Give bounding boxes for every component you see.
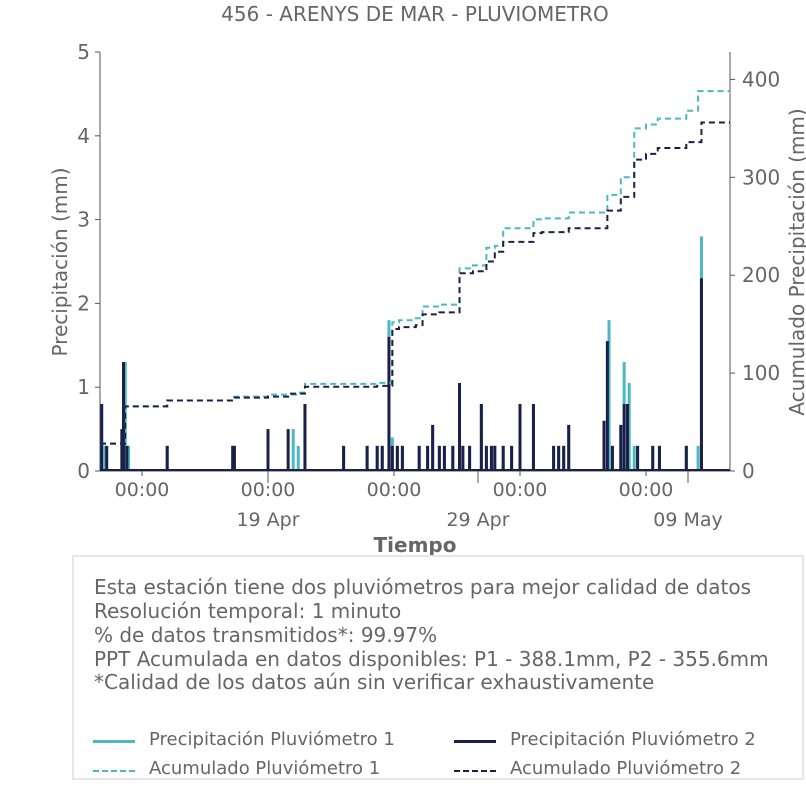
y-right-tick-label: 300 [742,165,780,189]
y-left-tick-label: 5 [77,40,90,64]
legend-label-a2: Acumulado Pluviómetro 2 [510,758,742,779]
info-line-2: Resolución temporal: 1 minuto [94,599,402,623]
chart-title: 456 - ARENYS DE MAR - PLUVIOMETRO [221,2,609,26]
legend-label-a1: Acumulado Pluviómetro 1 [149,758,381,779]
y-left-tick-label: 3 [77,208,90,232]
y-right-tick-label: 100 [742,361,780,385]
legend-label-p2: Precipitación Pluviómetro 2 [510,729,756,750]
info-line-1: Esta estación tiene dos pluviómetros par… [94,575,752,599]
x-tick-label-time: 00:00 [619,479,674,501]
x-tick-label-time: 00:00 [241,479,296,501]
info-line-5: *Calidad de los datos aún sin verificar … [94,670,655,694]
x-tick-label-date: 09 May [653,509,723,531]
legend-swatch-a1 [93,770,135,772]
x-tick-label-time: 00:00 [115,479,170,501]
legend-label-p1: Precipitación Pluviómetro 1 [149,729,395,750]
info-box: Esta estación tiene dos pluviómetros par… [72,555,804,780]
y-axis-right-label: Acumulado Precipitación (mm) [785,108,806,415]
x-tick-label-time: 00:00 [367,479,422,501]
y-right-tick-label: 0 [742,459,755,483]
y-left-tick-label: 2 [77,291,90,315]
step-line-series-3 [100,90,730,445]
precipitation-chart: 456 - ARENYS DE MAR - PLUVIOMETRO 0 1 2 3 4 5… [48,2,806,557]
y-right-tick-label: 200 [742,263,780,287]
chart-series [100,90,730,471]
x-tick-label-time: 00:00 [493,479,548,501]
y-left-tick-label: 0 [77,459,90,483]
x-tick-label-date: 19 Apr [236,509,299,531]
y-left-tick-label: 4 [77,124,90,148]
legend-swatch-p2 [454,740,496,743]
x-axis-label: Tiempo [374,533,457,557]
y-axis-left-label: Precipitación (mm) [48,167,72,356]
legend-swatch-a2 [454,770,496,772]
chart-axes: 0 1 2 3 4 5 0 100 200 300 400 00:00 00:00 00:00 00:00 0… [77,40,780,531]
x-tick-label-date: 29 Apr [446,509,509,531]
legend-swatch-p1 [93,740,135,743]
step-line-series-4 [100,121,730,445]
y-right-tick-label: 400 [742,67,780,91]
info-line-4: PPT Acumulada en datos disponibles: P1 -… [94,647,769,671]
y-left-tick-label: 1 [77,375,90,399]
info-line-3: % de datos transmitidos*: 99.97% [94,623,438,647]
